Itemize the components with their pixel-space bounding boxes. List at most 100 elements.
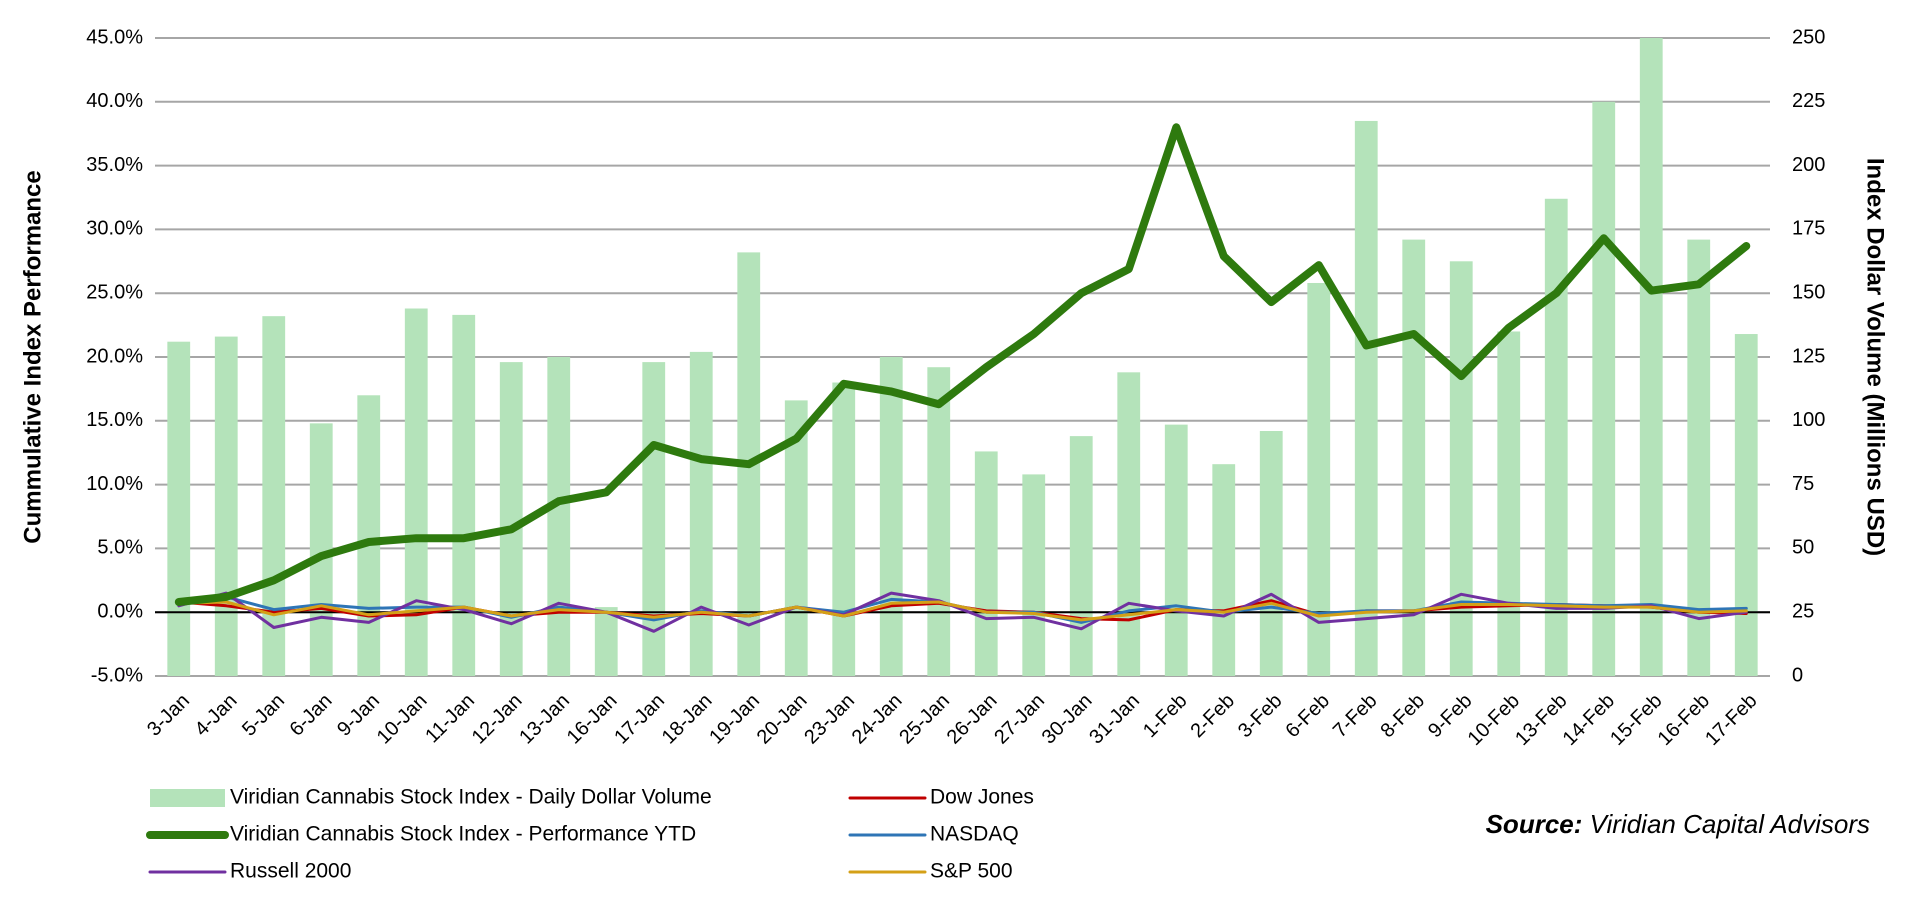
x-tick-label: 30-Jan: [1038, 690, 1097, 749]
volume-bar: [1212, 464, 1236, 676]
y2-tick-label: 150: [1792, 281, 1825, 303]
volume-bar: [1402, 239, 1426, 676]
x-tick-label: 17-Jan: [610, 690, 669, 749]
y2-axis-title: Index Dollar Volume (Millions USD): [1862, 158, 1889, 556]
volume-bar: [594, 607, 618, 676]
x-tick-label: 10-Jan: [373, 690, 432, 749]
volume-bar: [1354, 120, 1378, 676]
y2-tick-label: 250: [1792, 26, 1825, 48]
x-tick-label: 18-Jan: [658, 690, 717, 749]
volume-bar: [547, 357, 571, 676]
volume-bar: [1592, 101, 1616, 677]
legend-label: NASDAQ: [930, 823, 1019, 846]
volume-bar: [1164, 424, 1188, 676]
y-tick-label: 40.0%: [86, 90, 143, 112]
x-tick-label: 25-Jan: [895, 690, 954, 749]
x-tick-label: 5-Jan: [238, 690, 289, 741]
source-label: Source:: [1486, 809, 1583, 839]
x-tick-label: 3-Jan: [143, 690, 194, 741]
volume-bar: [1734, 334, 1758, 676]
volume-bar: [974, 451, 998, 676]
x-tick-label: 16-Feb: [1654, 690, 1714, 750]
x-tick-label: 27-Jan: [990, 690, 1049, 749]
y-tick-label: 0.0%: [97, 600, 143, 622]
volume-bar: [1069, 436, 1093, 676]
y2-tick-label: 50: [1792, 537, 1814, 559]
y-tick-label: 20.0%: [86, 345, 143, 367]
x-tick-label: 6-Jan: [286, 690, 337, 741]
x-tick-label: 31-Jan: [1085, 690, 1144, 749]
legend-swatch: [150, 789, 225, 807]
volume-bar: [1544, 198, 1568, 676]
volume-bar: [642, 362, 666, 676]
x-tick-label: 6-Feb: [1282, 690, 1335, 743]
y-tick-label: 10.0%: [86, 473, 143, 495]
y-tick-label: 5.0%: [97, 537, 143, 559]
volume-bar: [1449, 261, 1473, 676]
x-tick-label: 13-Jan: [515, 690, 574, 749]
x-tick-label: 26-Jan: [943, 690, 1002, 749]
y-tick-label: 25.0%: [86, 281, 143, 303]
x-tick-label: 16-Jan: [563, 690, 622, 749]
y2-tick-label: 25: [1792, 600, 1814, 622]
x-tick-label: 23-Jan: [800, 690, 859, 749]
source-text: Viridian Capital Advisors: [1590, 809, 1870, 839]
y-tick-label: 30.0%: [86, 218, 143, 240]
x-tick-label: 20-Jan: [753, 690, 812, 749]
legend-label: Dow Jones: [930, 786, 1034, 809]
volume-bar: [1687, 239, 1711, 676]
y2-tick-label: 200: [1792, 154, 1825, 176]
volume-bar: [357, 395, 381, 676]
x-tick-label: 7-Feb: [1329, 690, 1382, 743]
legend-label: Russell 2000: [230, 860, 351, 883]
volume-bar: [499, 362, 523, 676]
volume-bar: [1117, 372, 1141, 676]
volume-bar: [1022, 474, 1046, 676]
y2-tick-label: 125: [1792, 345, 1825, 367]
volume-bar: [1259, 431, 1283, 676]
y-tick-label: -5.0%: [91, 664, 143, 686]
x-tick-label: 15-Feb: [1606, 690, 1666, 750]
source: Source: Viridian Capital Advisors: [1486, 809, 1870, 839]
y-axis-title: Cummulative Index Performance: [19, 170, 46, 543]
y2-tick-label: 75: [1792, 473, 1814, 495]
series-line: [174, 123, 1751, 606]
volume-bar: [167, 341, 191, 676]
y2-tick-label: 175: [1792, 218, 1825, 240]
volume-bar: [879, 357, 903, 676]
x-tick-label: 11-Jan: [421, 690, 479, 748]
volume-bar: [404, 308, 428, 676]
volume-bar: [1497, 331, 1521, 676]
series-line: [177, 600, 1748, 622]
x-tick-label: 4-Jan: [191, 690, 242, 741]
legend-label: Viridian Cannabis Stock Index - Performa…: [230, 823, 696, 846]
volume-bar: [689, 351, 713, 676]
y2-tick-label: 0: [1792, 664, 1803, 686]
volume-bar: [832, 382, 856, 676]
x-tick-label: 13-Feb: [1511, 690, 1571, 750]
series-line: [177, 591, 1748, 633]
x-tick-label: 14-Feb: [1559, 690, 1619, 750]
volume-bar: [452, 314, 476, 676]
y-tick-label: 15.0%: [86, 409, 143, 431]
x-tick-label: 24-Jan: [848, 690, 907, 749]
x-tick-label: 3-Feb: [1234, 690, 1287, 743]
y2-tick-label: 100: [1792, 409, 1825, 431]
y-tick-label: 45.0%: [86, 26, 143, 48]
volume-bar: [1639, 38, 1663, 676]
x-tick-label: 1-Feb: [1139, 690, 1192, 743]
y-tick-label: 35.0%: [86, 154, 143, 176]
y2-tick-label: 225: [1792, 90, 1825, 112]
x-tick-label: 17-Feb: [1701, 690, 1761, 750]
x-tick-label: 19-Jan: [705, 690, 764, 749]
volume-bar: [927, 367, 951, 676]
x-tick-label: 10-Feb: [1464, 690, 1524, 750]
x-tick-label: 8-Feb: [1377, 690, 1430, 743]
volume-bar: [214, 336, 238, 676]
x-tick-label: 2-Feb: [1187, 690, 1240, 743]
x-tick-label: 12-Jan: [468, 690, 527, 749]
volume-bar: [1307, 282, 1331, 676]
legend-label: Viridian Cannabis Stock Index - Daily Do…: [230, 786, 712, 809]
legend-label: S&P 500: [930, 860, 1013, 883]
